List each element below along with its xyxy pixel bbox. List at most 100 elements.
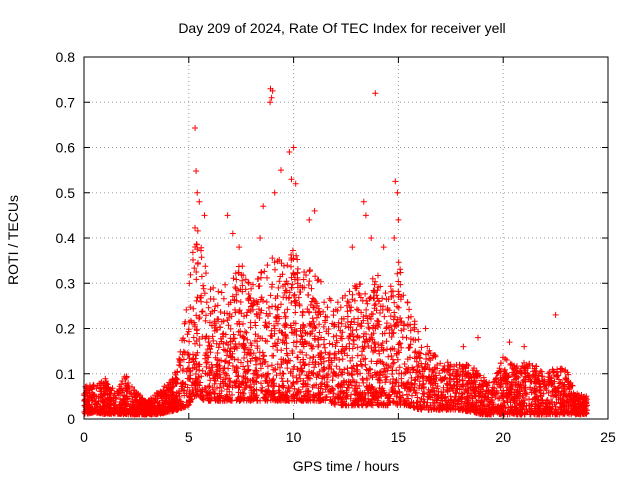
data-point (320, 355, 327, 362)
data-point (422, 375, 429, 382)
data-point (275, 389, 282, 396)
data-point (388, 288, 395, 295)
data-point (465, 362, 472, 369)
data-point (447, 372, 454, 379)
data-point (212, 303, 219, 310)
data-point (479, 391, 486, 398)
data-point (559, 399, 566, 406)
data-point (341, 381, 348, 388)
data-point (371, 347, 378, 354)
data-point (266, 320, 273, 327)
data-point (305, 292, 312, 298)
data-point (368, 396, 375, 403)
data-point (126, 403, 133, 410)
data-point (293, 299, 300, 306)
data-point (260, 356, 267, 363)
data-point (334, 382, 341, 389)
data-point (293, 343, 300, 350)
data-point (341, 350, 348, 357)
data-point (315, 342, 322, 348)
data-point (241, 366, 248, 373)
data-point (288, 329, 295, 336)
data-point (417, 350, 424, 357)
data-point (295, 294, 302, 301)
data-point (468, 374, 475, 381)
data-point (551, 369, 558, 376)
data-point (321, 381, 328, 388)
data-point (407, 354, 413, 361)
data-point (205, 339, 212, 346)
data-point (273, 372, 280, 379)
data-point (308, 345, 315, 352)
data-point (237, 299, 244, 305)
data-point (284, 306, 291, 313)
data-point (257, 360, 264, 367)
data-point (111, 390, 118, 397)
data-point (387, 283, 394, 290)
data-point (146, 397, 152, 404)
data-point (193, 312, 200, 319)
data-point (379, 306, 386, 313)
data-point (180, 356, 187, 363)
data-point (299, 384, 306, 390)
data-point (473, 405, 480, 412)
data-points (81, 85, 590, 418)
data-point (337, 304, 344, 311)
data-point (383, 373, 390, 380)
data-point (366, 325, 373, 332)
data-point (539, 373, 546, 380)
data-point (389, 371, 396, 377)
data-point (374, 287, 381, 294)
data-point (532, 401, 539, 408)
data-point (436, 403, 443, 410)
y-tick-label: 0.7 (56, 94, 76, 110)
data-point (372, 325, 379, 332)
data-point (339, 402, 345, 409)
data-point (437, 360, 444, 367)
data-point (480, 374, 487, 381)
data-point (568, 411, 575, 418)
data-point (362, 355, 369, 362)
data-point (384, 305, 391, 312)
data-point (203, 270, 209, 277)
data-point (420, 398, 427, 405)
data-point (462, 400, 468, 407)
data-point (119, 378, 126, 384)
data-point (263, 299, 270, 305)
data-point (198, 308, 205, 315)
data-point (359, 297, 366, 304)
data-point (495, 369, 501, 376)
data-point (118, 381, 125, 388)
data-point (216, 384, 223, 391)
data-point (386, 330, 393, 337)
data-point (541, 411, 548, 418)
data-point (349, 354, 356, 361)
data-point (277, 394, 283, 401)
data-point (225, 365, 232, 372)
data-point (409, 364, 416, 371)
data-point (248, 342, 255, 349)
data-point (342, 345, 349, 352)
data-point (205, 304, 212, 311)
data-point (327, 396, 334, 403)
data-point (478, 377, 485, 384)
data-point (192, 125, 199, 131)
data-point (513, 375, 520, 382)
data-point (414, 394, 421, 401)
data-point (258, 380, 264, 387)
data-point (415, 328, 422, 335)
data-point (372, 90, 379, 97)
data-point (185, 326, 192, 333)
data-point (325, 365, 332, 372)
data-point (389, 345, 396, 352)
data-point (569, 382, 576, 389)
data-point (372, 301, 379, 307)
data-point (278, 375, 285, 382)
data-point (514, 386, 521, 393)
data-point (190, 305, 197, 312)
data-point (193, 352, 200, 359)
data-point (383, 338, 390, 345)
data-point (275, 284, 282, 291)
data-point (217, 309, 224, 315)
data-point (239, 282, 246, 289)
